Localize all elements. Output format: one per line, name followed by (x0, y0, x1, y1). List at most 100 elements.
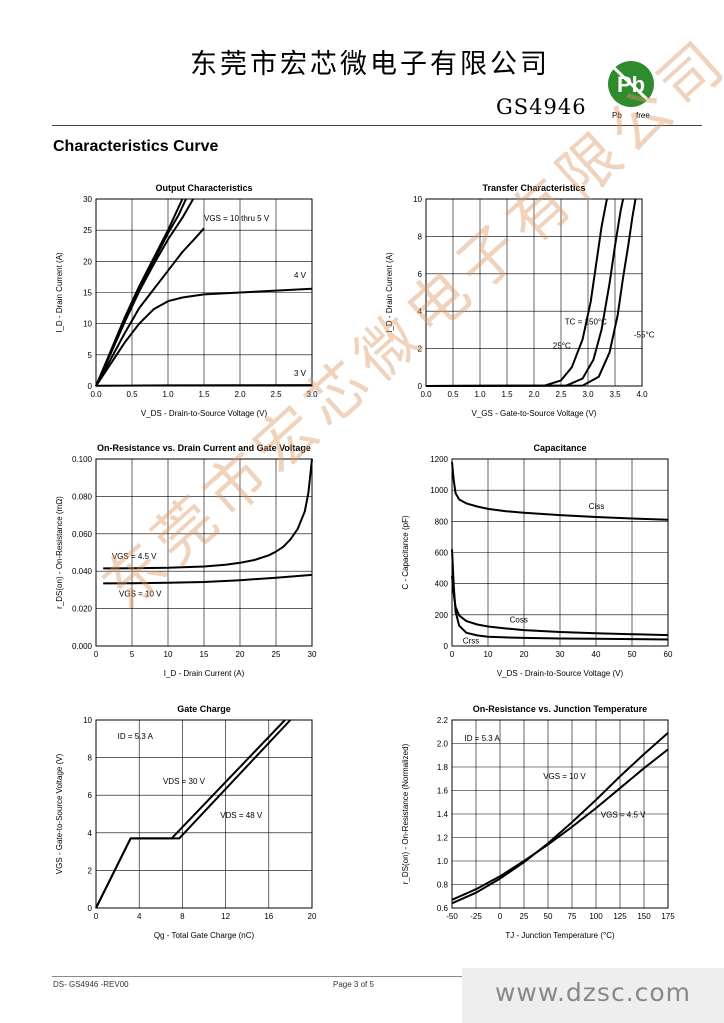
y-tick-label: 2.0 (437, 740, 449, 749)
y-tick-label: 0.080 (72, 492, 93, 501)
y-tick-label: 0 (88, 382, 93, 391)
chart-title: Output Characteristics (155, 183, 252, 193)
y-tick-label: 1.0 (437, 857, 449, 866)
y-tick-label: 30 (83, 195, 92, 204)
header-rule (52, 125, 702, 126)
annotation-label: 4 V (294, 271, 307, 280)
logo-caption-left: Pb (612, 111, 622, 120)
y-axis-label: I_D - Drain Current (A) (55, 252, 64, 333)
x-tick-label: 1.5 (198, 390, 210, 399)
y-tick-label: 1.8 (437, 763, 449, 772)
x-tick-label: 30 (308, 650, 317, 659)
x-tick-label: 100 (589, 912, 603, 921)
x-tick-label: 50 (544, 912, 553, 921)
y-axis-label: r_DS(on) - On-Resistance (Normalized) (401, 743, 410, 884)
x-tick-label: 20 (520, 650, 529, 659)
x-tick-label: 75 (568, 912, 577, 921)
series-line (95, 287, 313, 387)
annotation-label: -55°C (634, 330, 655, 339)
y-tick-label: 1.6 (437, 787, 449, 796)
x-tick-label: 2.0 (234, 390, 246, 399)
series-line (425, 198, 637, 387)
annotation-label: Crss (463, 637, 479, 646)
y-tick-label: 800 (435, 517, 449, 526)
chart-title: Gate Charge (177, 704, 231, 714)
y-tick-label: 25 (83, 226, 92, 235)
annotation-label: VGS = 10 V (543, 772, 586, 781)
x-tick-label: 4 (137, 912, 142, 921)
chart-transfer-characteristics: 0.0 0.5 1.0 1.5 2.0 2.5 3.0 3.5 4.0 0 2 4 6 8 10 Transf… (385, 183, 655, 418)
y-tick-label: 10 (83, 716, 92, 725)
y-tick-label: 0 (444, 642, 449, 651)
x-tick-label: 1.0 (474, 390, 486, 399)
x-tick-label: 20 (236, 650, 245, 659)
section-title: Characteristics Curve (53, 138, 219, 155)
annotation-label: Coss (510, 616, 528, 625)
y-tick-label: 400 (435, 580, 449, 589)
series-line (103, 573, 313, 585)
series-line (425, 198, 608, 387)
x-tick-label: 4.0 (636, 390, 648, 399)
y-tick-label: 5 (88, 351, 93, 360)
y-tick-label: 6 (88, 791, 93, 800)
x-tick-label: 1.0 (162, 390, 174, 399)
y-tick-label: 0.6 (437, 904, 449, 913)
x-tick-label: 60 (664, 650, 673, 659)
y-tick-label: 1200 (430, 455, 448, 464)
x-tick-label: 30 (556, 650, 565, 659)
y-tick-label: 1000 (430, 486, 448, 495)
y-tick-label: 1.4 (437, 810, 449, 819)
series-line (451, 748, 669, 901)
pb-free-logo: Pb Pb free (608, 61, 654, 120)
y-tick-label: 6 (418, 270, 423, 279)
x-tick-label: 1.5 (501, 390, 513, 399)
annotation-label: VGS = 4.5 V (601, 811, 646, 820)
x-tick-label: 25 (520, 912, 529, 921)
annotation-label: VGS = 10 V (119, 589, 162, 598)
y-axis-label: C - Capacitance (pF) (401, 515, 410, 590)
x-tick-label: 20 (308, 912, 317, 921)
y-tick-label: 8 (88, 754, 93, 763)
footer-doc-id: DS- GS4946 -REV00 (53, 980, 129, 989)
footer-page: Page 3 of 5 (333, 980, 374, 989)
chart-on-resistance-vs-junction-temperature: -50 -25 0 25 50 75 100 125 150 175 0.6 0.8 1.0 1.2 1.4… (401, 704, 675, 940)
series-line (425, 198, 625, 387)
part-number: GS4946 (496, 95, 587, 119)
chart-title: On-Resistance vs. Junction Temperature (473, 704, 647, 714)
y-tick-label: 2.2 (437, 716, 449, 725)
x-tick-label: 8 (180, 912, 185, 921)
series-line (451, 732, 669, 905)
annotation-label: ID = 5.3 A (464, 734, 500, 743)
annotation-label: VDS = 48 V (220, 811, 263, 820)
y-tick-label: 0.100 (72, 455, 93, 464)
x-tick-label: 0 (94, 912, 99, 921)
x-tick-label: -25 (470, 912, 482, 921)
x-tick-label: 0 (450, 650, 455, 659)
x-tick-label: 16 (264, 912, 273, 921)
plot-frame (95, 719, 313, 909)
annotation-label: VGS = 4.5 V (112, 552, 157, 561)
chart-output-characteristics: 0.0 0.5 1.0 1.5 2.0 2.5 3.0 0 5 10 15 20 25 30 Output … (55, 183, 318, 418)
x-axis-label: V_DS - Drain-to-Source Voltage (V) (497, 669, 624, 678)
x-tick-label: 150 (637, 912, 651, 921)
x-tick-label: 50 (628, 650, 637, 659)
x-tick-label: 0.0 (420, 390, 432, 399)
x-axis-label: V_DS - Drain-to-Source Voltage (V) (141, 409, 268, 418)
footer-rule (52, 976, 702, 977)
y-tick-label: 600 (435, 549, 449, 558)
y-axis-label: I_D - Drain Current (A) (385, 252, 394, 333)
series-line (95, 719, 292, 909)
y-axis-label: VGS - Gate-to-Source Voltage (V) (55, 753, 64, 874)
chart-title: Capacitance (533, 443, 586, 453)
x-axis-label: I_D - Drain Current (A) (164, 669, 245, 678)
x-tick-label: 0.5 (447, 390, 459, 399)
y-tick-label: 10 (83, 320, 92, 329)
logo-caption-right: free (636, 111, 650, 120)
chart-capacitance: 0 10 20 30 40 50 60020040060080010001200Capaci… (401, 443, 673, 678)
x-tick-label: 25 (272, 650, 281, 659)
x-tick-label: 15 (200, 650, 209, 659)
y-tick-label: 20 (83, 257, 92, 266)
series-line (103, 458, 313, 570)
x-tick-label: 0.0 (90, 390, 102, 399)
y-tick-label: 2 (418, 345, 423, 354)
